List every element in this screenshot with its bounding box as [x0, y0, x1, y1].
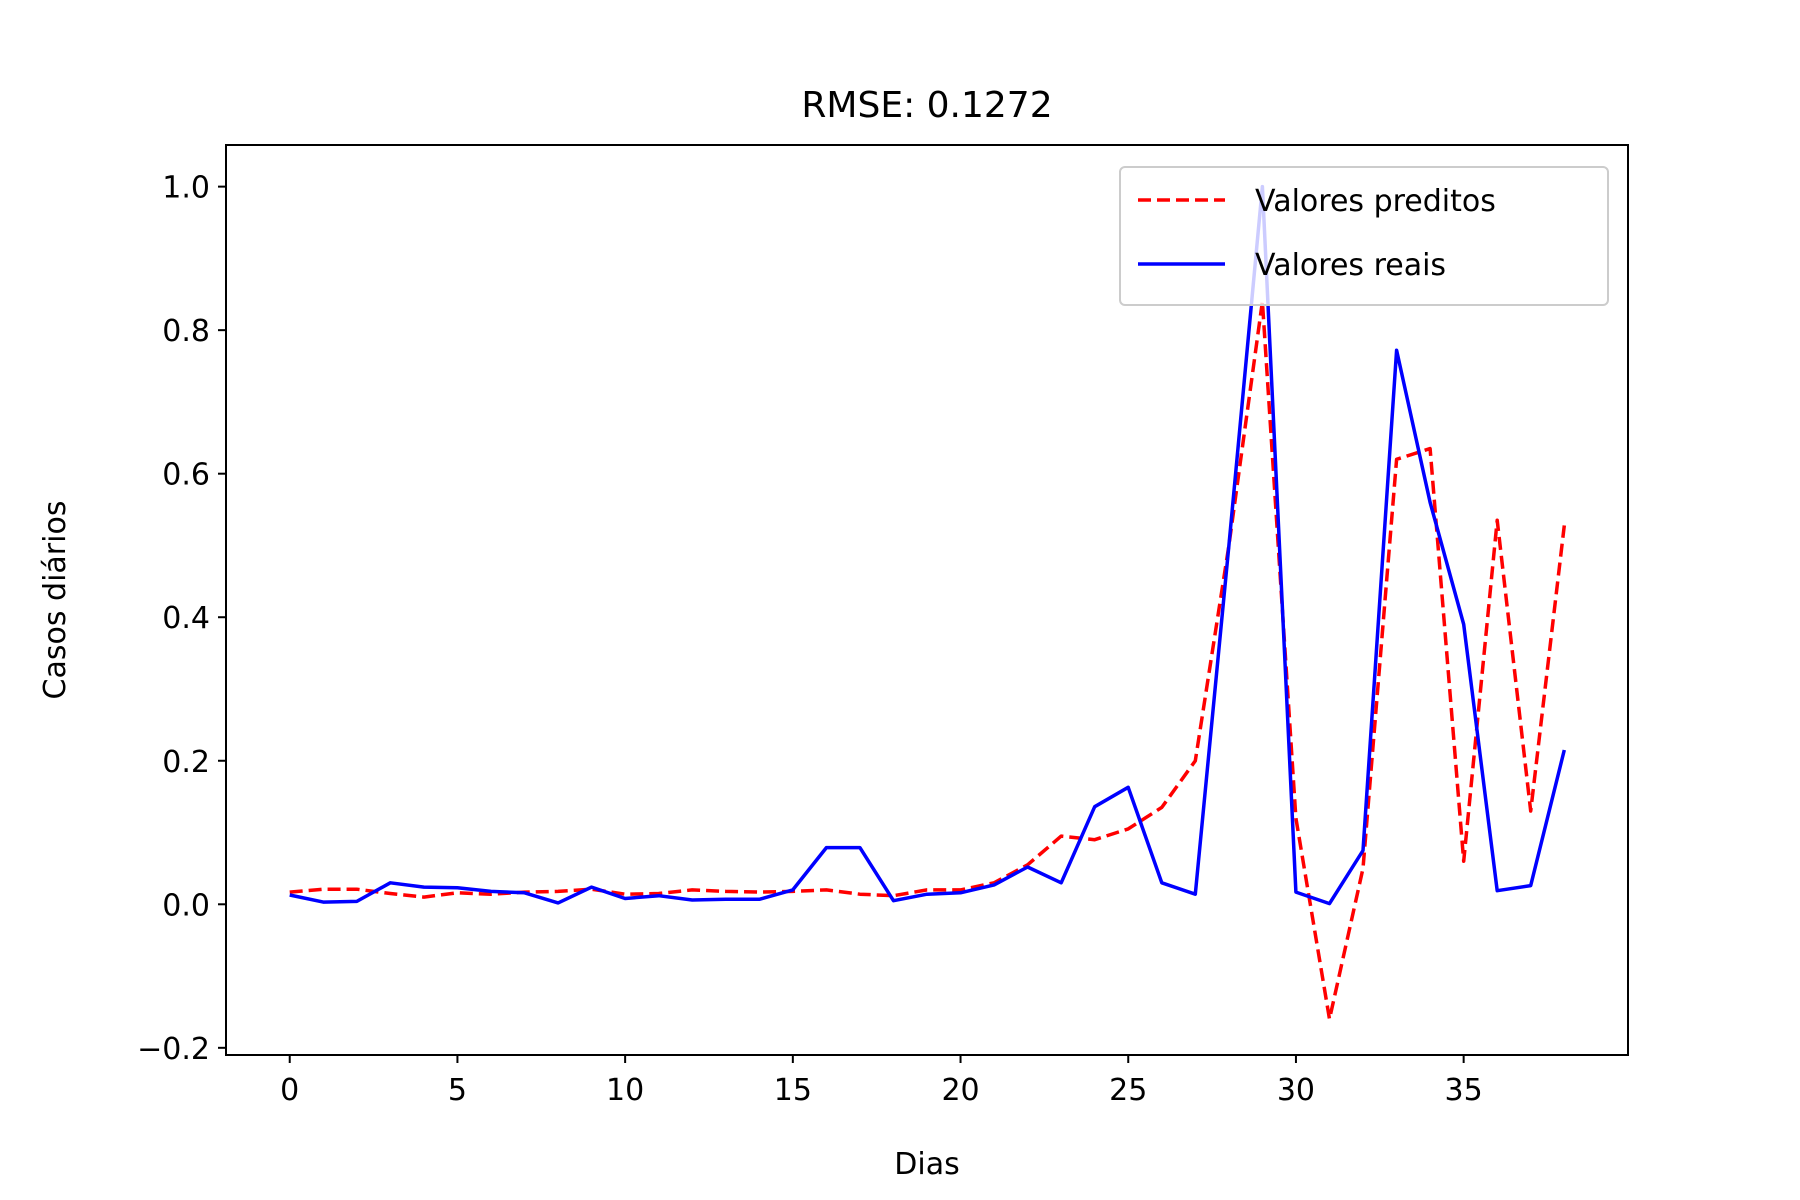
y-tick-label: 0.8 — [162, 314, 210, 349]
y-axis: −0.2 0.0 0.2 0.4 0.6 0.8 1.0 — [137, 171, 226, 1067]
legend-label-1: Valores preditos — [1255, 184, 1496, 219]
y-tick-label: 0.0 — [162, 888, 210, 923]
x-axis: 0 5 10 15 20 25 30 35 — [280, 1055, 1483, 1108]
x-tick-label: 10 — [606, 1073, 644, 1108]
legend: Valores preditos Valores reais — [1119, 166, 1609, 306]
x-tick-label: 20 — [941, 1073, 979, 1108]
y-tick-label: 1.0 — [162, 171, 210, 206]
y-tick-label: 0.6 — [162, 458, 210, 493]
plot-frame — [225, 144, 1629, 1056]
x-tick-label: 15 — [774, 1073, 812, 1108]
plot-lines — [289, 184, 1567, 1021]
x-axis-label: Dias — [894, 1147, 959, 1182]
x-tick-label: 5 — [448, 1073, 467, 1108]
legend-label-2: Valores reais — [1255, 248, 1446, 283]
y-tick-label: −0.2 — [137, 1032, 210, 1067]
legend-box — [1119, 166, 1609, 306]
series-line-2 — [289, 184, 1566, 906]
y-tick-label: 0.4 — [162, 601, 210, 636]
x-tick-label: 35 — [1445, 1073, 1483, 1108]
x-tick-label: 25 — [1109, 1073, 1147, 1108]
x-tick-label: 0 — [280, 1073, 299, 1108]
y-axis-label: Casos diários — [38, 501, 73, 700]
y-tick-label: 0.2 — [162, 745, 210, 780]
x-tick-label: 30 — [1277, 1073, 1315, 1108]
chart-title: RMSE: 0.1272 — [801, 85, 1052, 126]
